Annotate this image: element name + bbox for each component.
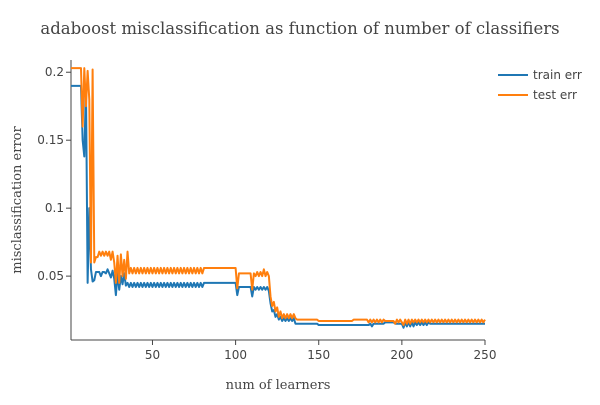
- series-line-test-err: [71, 67, 486, 327]
- y-axis-label: misclassification error: [10, 126, 25, 274]
- series-layer: [71, 67, 486, 329]
- x-axis-label: num of learners: [226, 378, 331, 393]
- legend-label: test err: [533, 88, 577, 102]
- legend: train err test err: [498, 68, 582, 102]
- y-tick-label: 0.05: [37, 269, 64, 283]
- series-line-train-err: [71, 84, 485, 329]
- x-axis-ticks: 50 100 150 200 250: [145, 340, 497, 362]
- x-tick-label: 50: [145, 348, 160, 362]
- legend-label: train err: [533, 68, 582, 82]
- x-tick-label: 150: [307, 348, 330, 362]
- x-tick-label: 200: [390, 348, 413, 362]
- x-tick-label: 250: [474, 348, 497, 362]
- x-tick-label: 100: [224, 348, 247, 362]
- y-tick-label: 0.1: [45, 201, 64, 215]
- chart-title: adaboost misclassification as function o…: [40, 19, 559, 38]
- y-tick-label: 0.2: [45, 65, 64, 79]
- y-axis-ticks: 0.05 0.1 0.15 0.2: [37, 65, 71, 283]
- y-tick-label: 0.15: [37, 133, 64, 147]
